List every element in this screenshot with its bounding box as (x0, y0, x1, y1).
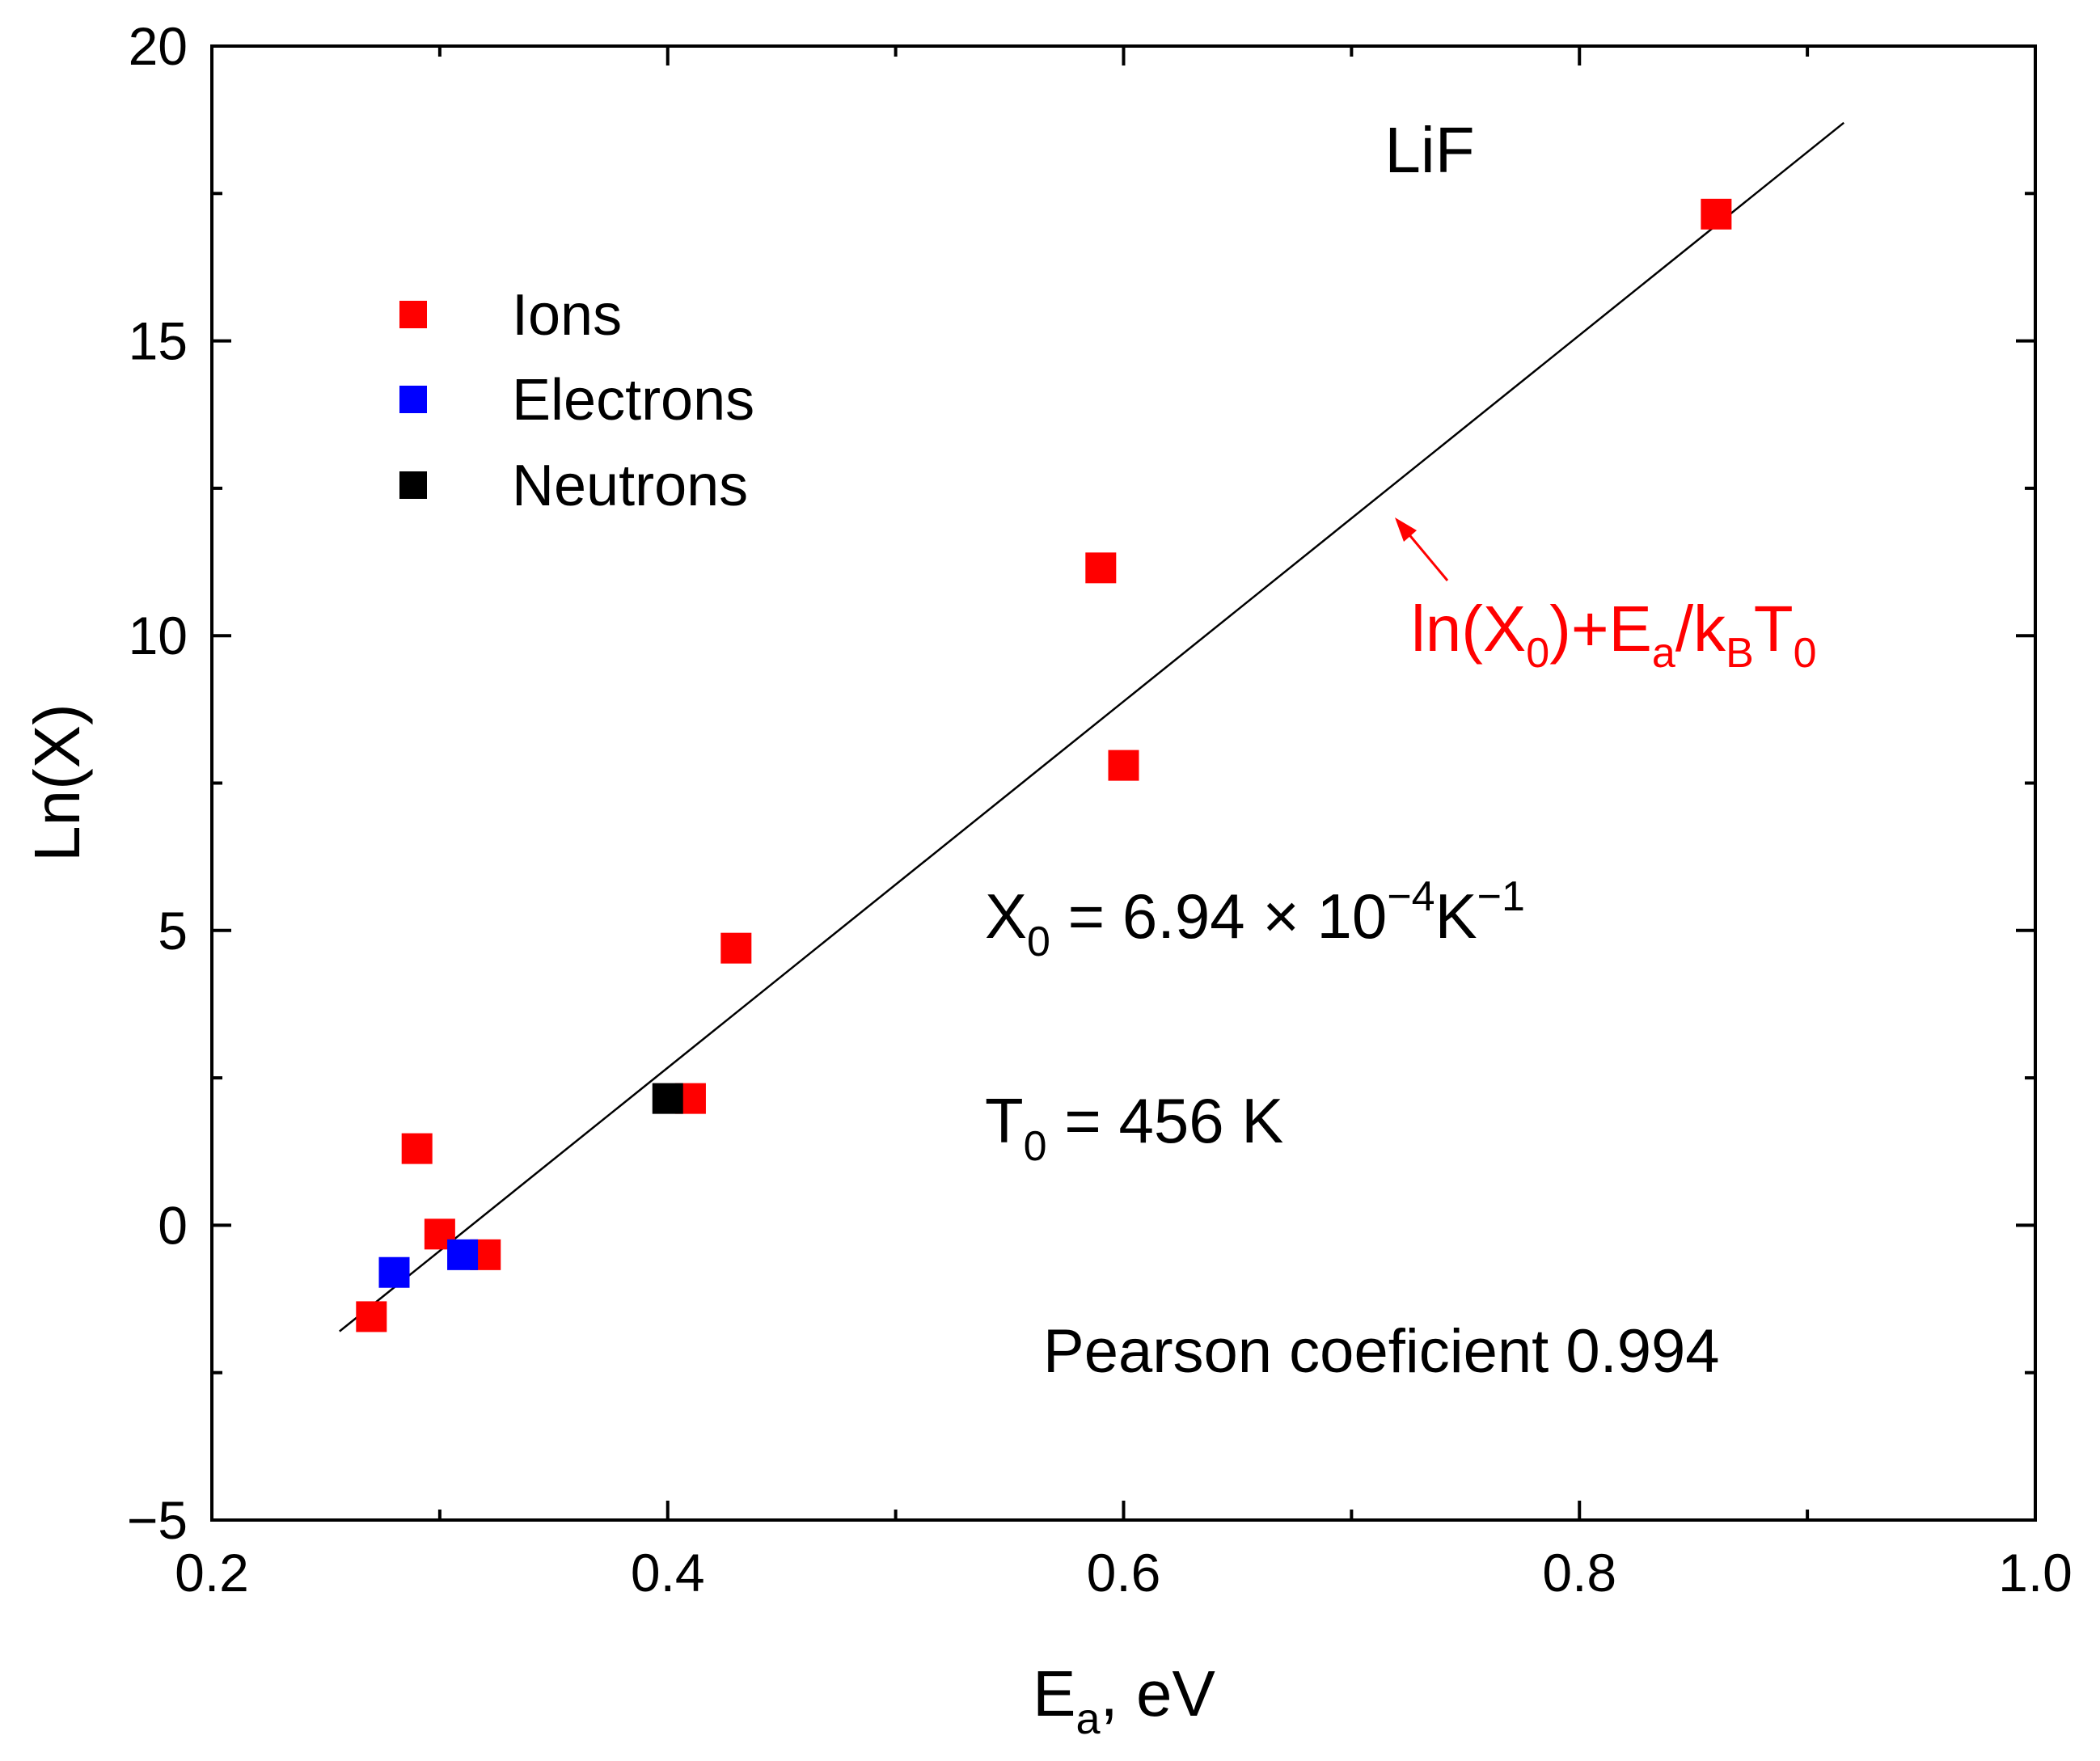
y-axis-ticks: −5 0 5 10 15 20 (127, 16, 2035, 1550)
marker-ions (1108, 750, 1139, 781)
legend-swatch-ions (399, 301, 427, 328)
y-tick-label: 15 (129, 311, 188, 371)
y-tick-label: −5 (127, 1490, 188, 1550)
fit-annotation: ln(X0)+Ea/kBT0 (1395, 517, 1817, 677)
marker-ions (1701, 198, 1732, 230)
marker-electrons (378, 1256, 410, 1288)
x-tick-label: 0.6 (1087, 1543, 1161, 1603)
x-axis-ticks: 0.2 0.4 0.6 0.8 1.0 (175, 46, 2073, 1603)
legend-swatch-neutrons (399, 471, 427, 499)
plot-frame (210, 44, 2037, 1522)
pearson-label: Pearson coeficient 0.994 (1043, 1317, 1720, 1386)
legend-swatch-electrons (399, 386, 427, 413)
annotation-arrow-head (1395, 517, 1417, 542)
t0-label: T0 = 456 K (985, 1085, 1283, 1170)
legend-label-neutrons: Neutrons (512, 454, 748, 518)
x-axis-title: Ea, eV (1033, 1658, 1215, 1743)
x-tick-label: 0.2 (175, 1543, 249, 1603)
marker-neutrons (652, 1083, 683, 1114)
y-axis-title: Ln(X) (21, 703, 93, 862)
marker-ions (401, 1133, 433, 1164)
x-tick-label: 0.4 (631, 1543, 705, 1603)
annotation-arrow-shaft (1405, 531, 1449, 581)
fit-label: ln(X0)+Ea/kBT0 (1411, 593, 1817, 677)
x-tick-label: 1.0 (1998, 1543, 2073, 1603)
legend-label-ions: Ions (512, 283, 622, 348)
legend: Ions Electrons Neutrons (399, 283, 754, 518)
marker-electrons (447, 1239, 479, 1270)
data-markers (356, 198, 1732, 1332)
y-tick-label: 5 (158, 901, 188, 961)
legend-label-electrons: Electrons (512, 368, 754, 433)
marker-ions (356, 1301, 387, 1332)
y-tick-label: 0 (158, 1195, 188, 1255)
marker-ions (720, 932, 752, 964)
y-tick-label: 10 (129, 606, 188, 665)
fit-line (339, 121, 1845, 1332)
x0-label: X0 = 6.94 × 10−4K−1 (985, 873, 1525, 965)
marker-ions (1085, 552, 1117, 584)
y-tick-label: 20 (129, 16, 188, 76)
x-tick-label: 0.8 (1542, 1543, 1616, 1603)
chart-title: LiF (1384, 114, 1474, 186)
